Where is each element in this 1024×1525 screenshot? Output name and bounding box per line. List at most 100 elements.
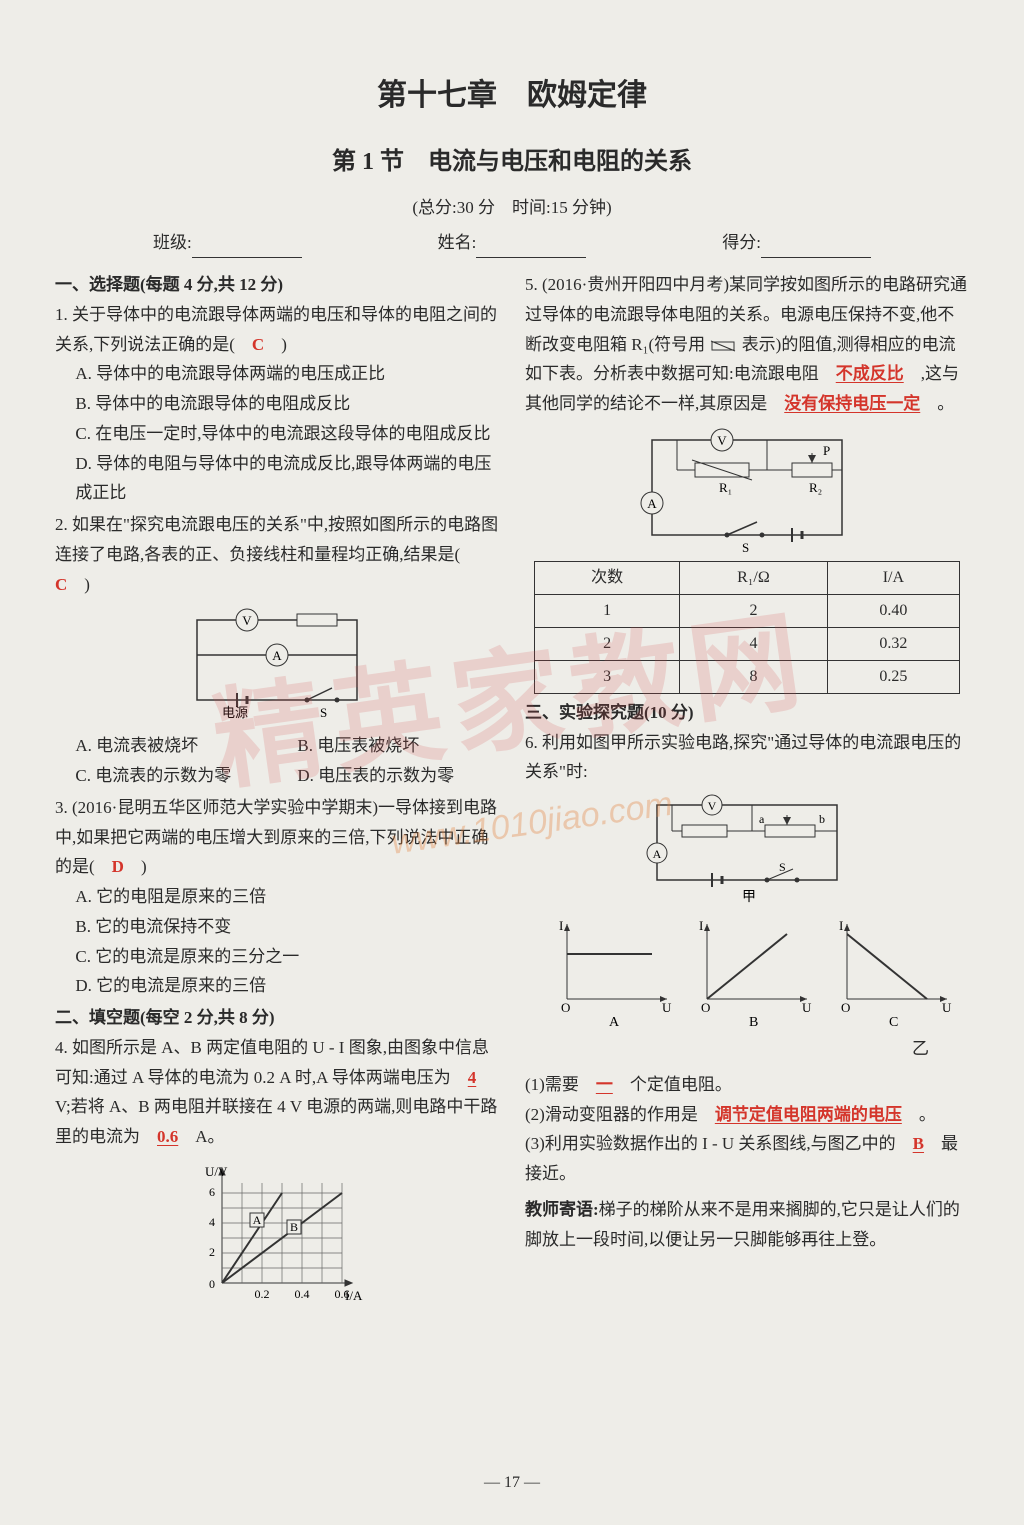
class-label: 班级:: [153, 228, 192, 258]
left-column: 一、选择题(每题 4 分,共 12 分) 1. 关于导体中的电流跟导体两端的电压…: [55, 270, 499, 1314]
svg-text:电源: 电源: [222, 705, 248, 720]
q1-opt-a: A. 导体中的电流跟导体两端的电压成正比: [55, 359, 499, 389]
q6: 6. 利用如图甲所示实验电路,探究"通过导体的电流跟电压的关系"时: V ab …: [525, 728, 969, 1189]
q1-opt-c: C. 在电压一定时,导体中的电流跟这段导体的电阻成反比: [55, 419, 499, 449]
q2: 2. 如果在"探究电流跟电压的关系"中,按照如图所示的电路图连接了电路,各表的正…: [55, 510, 499, 791]
section2-heading: 二、填空题(每空 2 分,共 8 分): [55, 1003, 499, 1033]
q3-opt-d: D. 它的电流是原来的三倍: [55, 971, 499, 1001]
th-2: I/A: [827, 561, 959, 594]
q3: 3. (2016·昆明五华区师范大学实验中学期末)一导体接到电路中,如果把它两端…: [55, 793, 499, 1001]
q6-stem: 6. 利用如图甲所示实验电路,探究"通过导体的电流跟电压的关系"时:: [525, 728, 969, 788]
svg-text:b: b: [819, 812, 825, 826]
svg-text:V: V: [708, 799, 717, 813]
th-0: 次数: [534, 561, 679, 594]
q2-stem: 2. 如果在"探究电流跟电压的关系"中,按照如图所示的电路图连接了电路,各表的正…: [55, 515, 498, 564]
q1-opt-b: B. 导体中的电流跟导体的电阻成反比: [55, 389, 499, 419]
svg-text:U: U: [662, 1000, 672, 1015]
svg-text:2: 2: [209, 1245, 215, 1259]
svg-text:0.4: 0.4: [295, 1287, 310, 1301]
q1-opt-d: D. 导体的电阻与导体中的电流成反比,跟导体两端的电压成正比: [55, 449, 499, 509]
q3-answer: D: [112, 857, 124, 876]
section1-heading: 一、选择题(每题 4 分,共 12 分): [55, 270, 499, 300]
q2-opt-a: A. 电流表被烧坏: [55, 731, 277, 761]
fig2-label: 乙: [525, 1034, 969, 1064]
q2-after: ): [67, 575, 90, 594]
name-blank[interactable]: [476, 239, 586, 258]
svg-text:S: S: [742, 540, 749, 555]
meta-line: (总分:30 分 时间:15 分钟): [55, 193, 969, 223]
svg-text:V: V: [242, 613, 252, 628]
q6-p3-a: (3)利用实验数据作出的 I - U 关系图线,与图乙中的: [525, 1134, 913, 1153]
table-row: 380.25: [534, 660, 959, 693]
svg-text:R₂: R₂: [809, 480, 822, 495]
q6-p1-b: 个定值电阻。: [613, 1075, 732, 1094]
svg-text:B: B: [749, 1015, 758, 1030]
q3-opt-b: B. 它的电流保持不变: [55, 912, 499, 942]
q2-answer: C: [55, 575, 67, 594]
q3-opt-a: A. 它的电阻是原来的三倍: [55, 882, 499, 912]
svg-text:A: A: [653, 847, 662, 861]
class-blank[interactable]: [192, 239, 302, 258]
q3-after: ): [124, 857, 147, 876]
q2-opt-d: D. 电压表的示数为零: [277, 761, 499, 791]
table-row: 120.40: [534, 594, 959, 627]
q6-graphs-figure: I U O A I U O B: [525, 914, 969, 1064]
svg-text:4: 4: [209, 1215, 215, 1229]
info-row: 班级: 姓名: 得分:: [55, 228, 969, 266]
svg-text:A: A: [647, 496, 657, 511]
table-header-row: 次数 R₁/Ω I/A: [534, 561, 959, 594]
q5-ans2: 没有保持电压一定: [784, 394, 920, 413]
svg-text:P: P: [823, 443, 830, 458]
q5-tail: 。: [920, 394, 954, 413]
right-column: 5. (2016·贵州开阳四中月考)某同学按如图所示的电路研究通过导体的电流跟导…: [525, 270, 969, 1314]
svg-text:U: U: [942, 1000, 952, 1015]
svg-text:S: S: [320, 705, 327, 720]
q4: 4. 如图所示是 A、B 两定值电阻的 U - I 图象,由图象中信息可知:通过…: [55, 1033, 499, 1308]
q5-data-table: 次数 R₁/Ω I/A 120.40 240.32 380.25: [534, 561, 960, 694]
page-number: — 17 —: [0, 1469, 1024, 1497]
q6-circuit-figure: V ab A S 甲: [525, 793, 969, 908]
svg-text:V: V: [717, 433, 727, 448]
svg-text:O: O: [841, 1000, 850, 1015]
score-blank[interactable]: [761, 239, 871, 258]
q2-opt-c: C. 电流表的示数为零: [55, 761, 277, 791]
section3-heading: 三、实验探究题(10 分): [525, 698, 969, 728]
q6-p3-ans: B: [913, 1134, 924, 1153]
q4-tail: A。: [178, 1127, 224, 1146]
svg-text:I: I: [839, 918, 843, 933]
teacher-label: 教师寄语:: [525, 1200, 599, 1219]
q3-opt-c: C. 它的电流是原来的三分之一: [55, 942, 499, 972]
q1-answer: C: [252, 335, 264, 354]
svg-text:U: U: [802, 1000, 812, 1015]
name-label: 姓名:: [438, 228, 477, 258]
svg-text:A: A: [253, 1213, 262, 1227]
svg-text:I: I: [559, 918, 563, 933]
svg-text:S: S: [779, 860, 786, 874]
chapter-title: 第十七章 欧姆定律: [55, 70, 969, 123]
th-1: R₁/Ω: [680, 561, 827, 594]
q1: 1. 关于导体中的电流跟导体两端的电压和导体的电阻之间的关系,下列说法正确的是(…: [55, 300, 499, 508]
q5-circuit-figure: V R₁ P R₂ A S: [525, 425, 969, 555]
svg-text:I/A: I/A: [345, 1288, 363, 1303]
svg-text:R₁: R₁: [719, 480, 732, 495]
svg-text:甲: 甲: [742, 890, 756, 905]
svg-text:O: O: [561, 1000, 570, 1015]
svg-text:I: I: [699, 918, 703, 933]
q4-graph-figure: A B 0 2 4 6 0.2 0.4 0.6 U/V I/A: [55, 1158, 499, 1308]
table-row: 240.32: [534, 627, 959, 660]
svg-text:6: 6: [209, 1185, 215, 1199]
section-title: 第 1 节 电流与电压和电阻的关系: [55, 141, 969, 183]
q5-ans1: 不成反比: [836, 364, 904, 383]
svg-text:U/V: U/V: [205, 1164, 228, 1179]
score-label: 得分:: [722, 228, 761, 258]
q6-p1-a: (1)需要: [525, 1075, 596, 1094]
q4-stem-a: 4. 如图所示是 A、B 两定值电阻的 U - I 图象,由图象中信息可知:通过…: [55, 1038, 489, 1087]
q6-p2-a: (2)滑动变阻器的作用是: [525, 1105, 715, 1124]
rheostat-symbol-icon: [709, 339, 737, 353]
q1-after: ): [264, 335, 287, 354]
svg-text:A: A: [609, 1015, 620, 1030]
q6-p2-ans: 调节定值电阻两端的电压: [715, 1105, 902, 1124]
q6-p1-ans: 一: [596, 1075, 613, 1094]
q2-circuit-figure: V A 电源 S: [55, 605, 499, 725]
q5: 5. (2016·贵州开阳四中月考)某同学按如图所示的电路研究通过导体的电流跟导…: [525, 270, 969, 419]
